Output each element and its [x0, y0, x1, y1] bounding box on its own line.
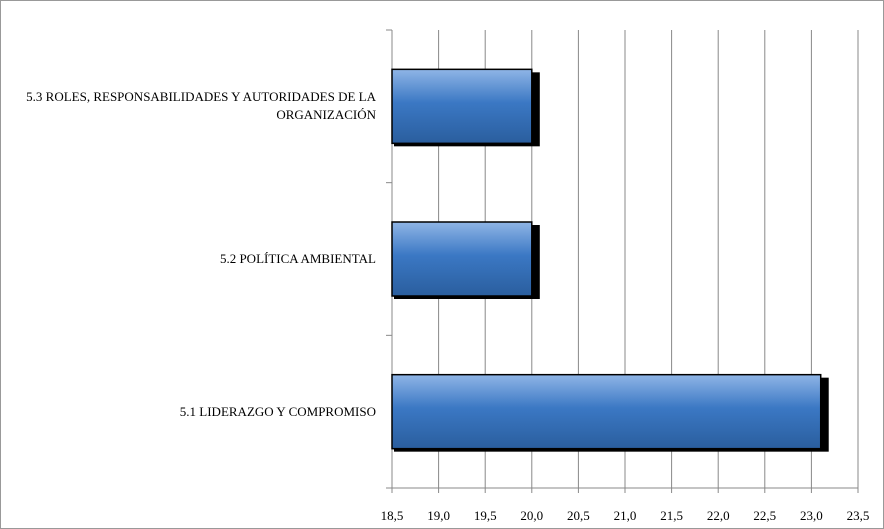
x-tick-label: 18,5 [381, 508, 404, 523]
bar [391, 373, 822, 450]
x-tick-label: 19,5 [474, 508, 497, 523]
x-tick-label: 22,5 [753, 508, 776, 523]
y-tick-label: 5.2 POLÍTICA AMBIENTAL [219, 251, 376, 266]
y-tick-label: 5.1 LIDERAZGO Y COMPROMISO [179, 403, 376, 419]
x-tick-label: 21,5 [660, 508, 683, 523]
bar [391, 221, 533, 297]
x-tick-label: 23,5 [847, 508, 870, 523]
bar [391, 68, 533, 145]
x-tick-label: 20,5 [567, 508, 590, 523]
y-tick-label: 5.3 ROLES, RESPONSABILIDADES Y AUTORIDAD… [26, 89, 376, 123]
x-tick-label: 19,0 [427, 508, 450, 523]
x-tick-label: 23,0 [800, 508, 823, 523]
x-tick-label: 21,0 [614, 508, 637, 523]
x-tick-label: 22,0 [707, 508, 730, 523]
x-tick-label: 20,0 [520, 508, 543, 523]
